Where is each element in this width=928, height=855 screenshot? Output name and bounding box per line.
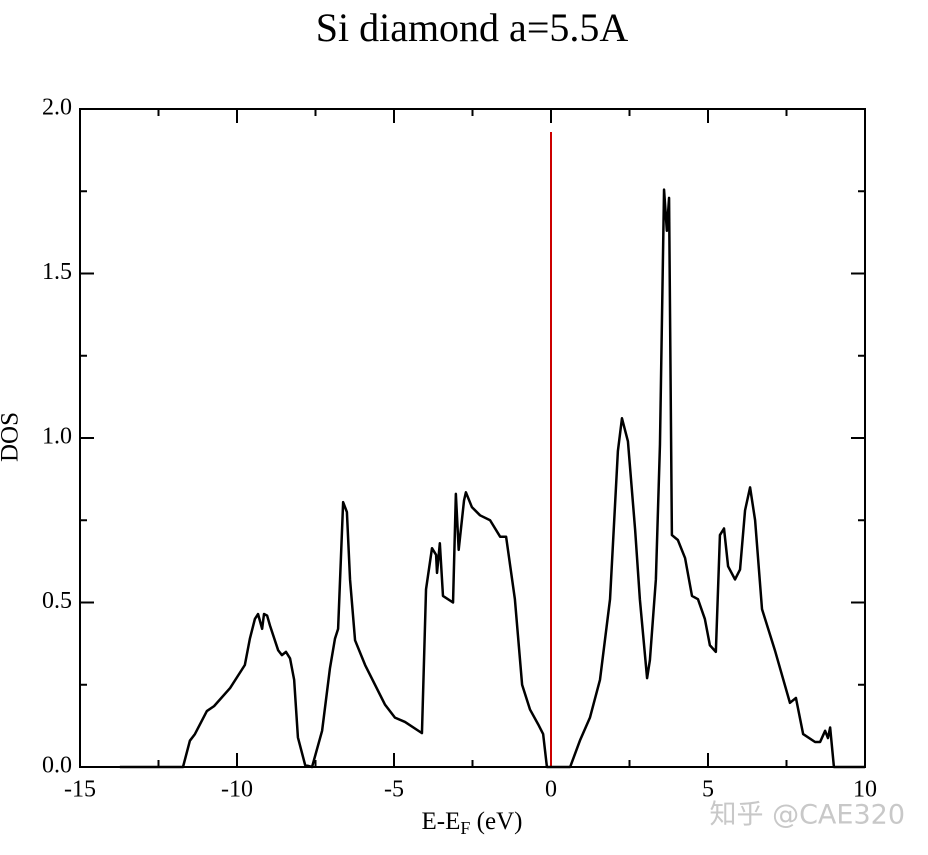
- y-tick-label: 2.0: [42, 95, 72, 121]
- x-tick-label: -15: [64, 777, 96, 803]
- dos-line: [119, 188, 865, 769]
- watermark: 知乎 @CAE320: [710, 800, 906, 831]
- x-label-part: E-E: [422, 808, 461, 835]
- plot-frame: [79, 108, 866, 768]
- x-axis-label: E-EF (eV): [422, 808, 523, 838]
- x-tick-label: -5: [384, 777, 404, 803]
- x-tick-label: 5: [702, 777, 714, 803]
- x-tick-label: 10: [853, 777, 877, 803]
- y-axis-label: DOS: [0, 412, 24, 462]
- y-tick-label: 0.5: [42, 588, 72, 614]
- x-tick-label: 0: [545, 777, 557, 803]
- x-tick-label: -10: [221, 777, 253, 803]
- chart-title: Si diamond a=5.5A: [316, 5, 629, 50]
- y-tick-label: 0.0: [42, 753, 72, 779]
- y-tick-label: 1.0: [42, 424, 72, 450]
- x-label-sub: F: [460, 818, 470, 838]
- y-tick-label: 1.5: [42, 259, 72, 285]
- x-label-part: (eV): [470, 808, 522, 835]
